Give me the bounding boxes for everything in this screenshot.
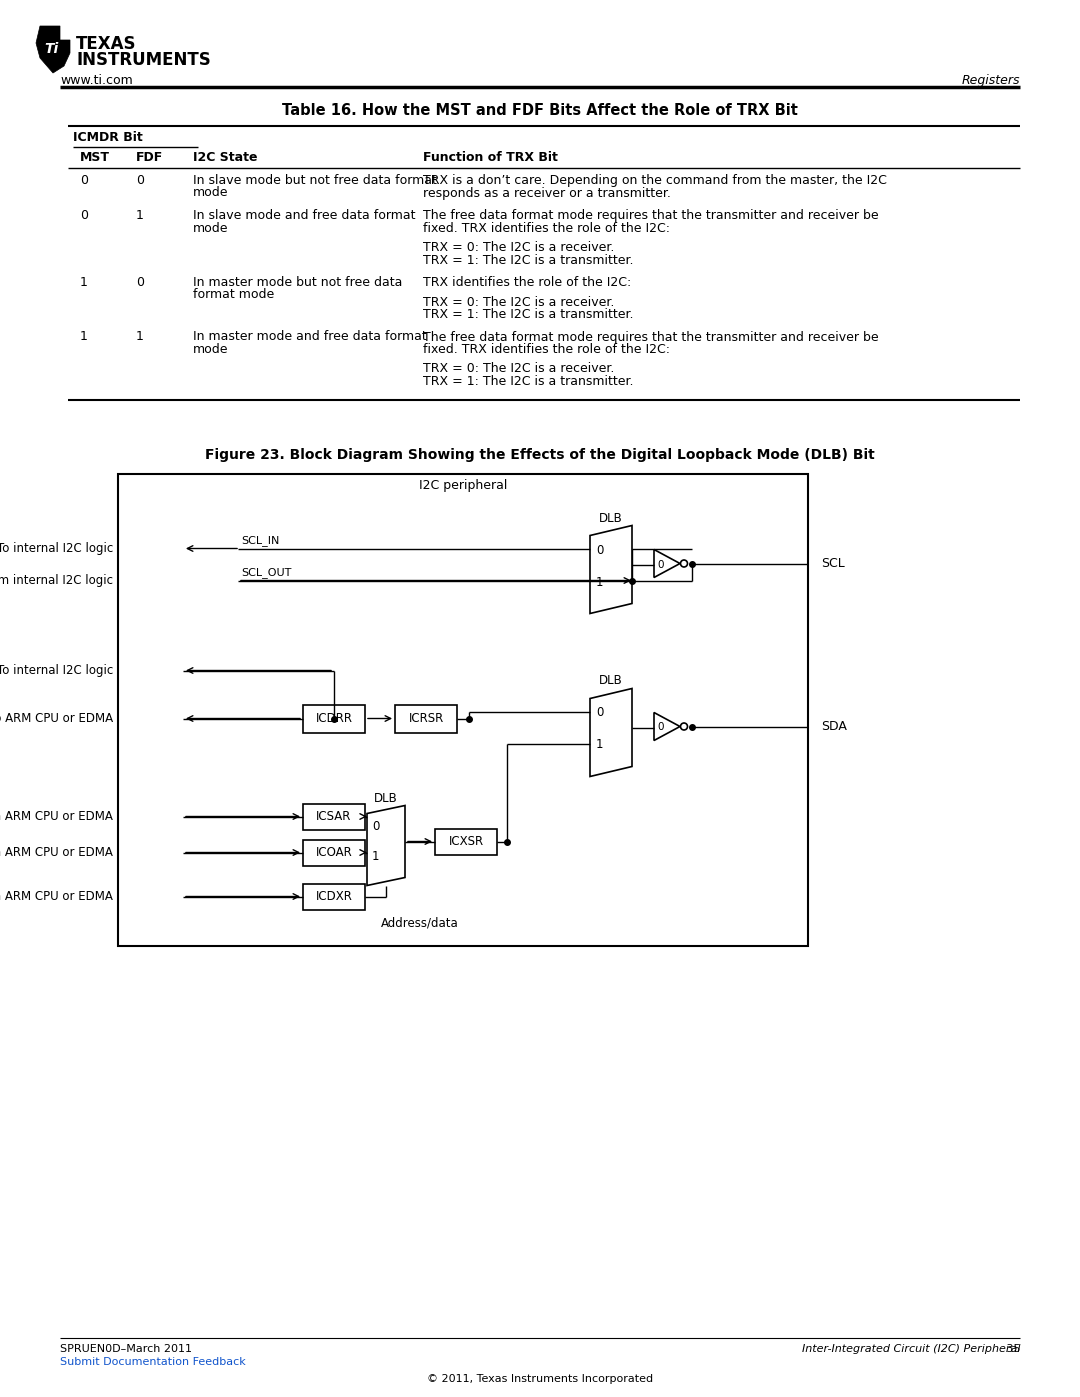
Text: ICSAR: ICSAR [316, 810, 352, 823]
Text: ICMDR Bit: ICMDR Bit [73, 131, 143, 144]
Text: mode: mode [193, 187, 229, 200]
Text: Inter-Integrated Circuit (I2C) Peripheral: Inter-Integrated Circuit (I2C) Periphera… [801, 1344, 1020, 1354]
Text: ICDRR: ICDRR [315, 712, 352, 725]
Text: TRX = 1: The I2C is a transmitter.: TRX = 1: The I2C is a transmitter. [423, 374, 634, 388]
Bar [303, 803, 365, 830]
Text: responds as a receiver or a transmitter.: responds as a receiver or a transmitter. [423, 187, 671, 200]
Text: TRX = 0: The I2C is a receiver.: TRX = 0: The I2C is a receiver. [423, 242, 615, 254]
Text: The free data format mode requires that the transmitter and receiver be: The free data format mode requires that … [423, 331, 879, 344]
Text: Ti: Ti [44, 42, 58, 56]
Text: TRX identifies the role of the I2C:: TRX identifies the role of the I2C: [423, 277, 631, 289]
Text: 0: 0 [136, 175, 144, 187]
Text: From ARM CPU or EDMA: From ARM CPU or EDMA [0, 847, 113, 859]
Text: To internal I2C logic: To internal I2C logic [0, 542, 113, 555]
Bar [118, 474, 808, 946]
Text: In slave mode and free data format: In slave mode and free data format [193, 210, 416, 222]
Text: 1: 1 [80, 331, 87, 344]
Text: TRX is a don’t care. Depending on the command from the master, the I2C: TRX is a don’t care. Depending on the co… [423, 175, 887, 187]
Text: ICXSR: ICXSR [448, 835, 484, 848]
Text: © 2011, Texas Instruments Incorporated: © 2011, Texas Instruments Incorporated [427, 1375, 653, 1384]
Text: 0: 0 [136, 277, 144, 289]
Text: 0: 0 [596, 543, 604, 556]
Text: 0: 0 [657, 560, 663, 570]
Text: SCL: SCL [821, 557, 845, 570]
Text: Submit Documentation Feedback: Submit Documentation Feedback [60, 1356, 246, 1368]
Polygon shape [36, 27, 70, 73]
Text: Registers: Registers [961, 74, 1020, 87]
Text: 35: 35 [996, 1344, 1020, 1354]
Text: From ARM CPU or EDMA: From ARM CPU or EDMA [0, 890, 113, 902]
Polygon shape [590, 689, 632, 777]
Text: In master mode and free data format: In master mode and free data format [193, 331, 427, 344]
Text: To internal I2C logic: To internal I2C logic [0, 664, 113, 678]
Bar [303, 840, 365, 866]
Text: SCL_OUT: SCL_OUT [241, 567, 292, 578]
Text: mode: mode [193, 222, 229, 235]
Text: To ARM CPU or EDMA: To ARM CPU or EDMA [0, 712, 113, 725]
Text: In master mode but not free data: In master mode but not free data [193, 277, 403, 289]
Text: From ARM CPU or EDMA: From ARM CPU or EDMA [0, 810, 113, 823]
Bar [303, 883, 365, 909]
Bar [435, 828, 497, 855]
Text: Figure 23. Block Diagram Showing the Effects of the Digital Loopback Mode (DLB) : Figure 23. Block Diagram Showing the Eff… [205, 447, 875, 461]
Text: 1: 1 [596, 739, 604, 752]
Text: TRX = 0: The I2C is a receiver.: TRX = 0: The I2C is a receiver. [423, 362, 615, 376]
Text: SCL_IN: SCL_IN [241, 535, 280, 546]
Polygon shape [654, 549, 680, 577]
Text: mode: mode [193, 344, 229, 356]
Text: INSTRUMENTS: INSTRUMENTS [76, 52, 211, 68]
Text: ICDXR: ICDXR [315, 890, 352, 902]
Circle shape [680, 560, 688, 567]
Text: MST: MST [80, 151, 110, 163]
Text: Address/data: Address/data [381, 916, 459, 929]
Polygon shape [654, 712, 680, 740]
Text: I2C peripheral: I2C peripheral [419, 479, 508, 492]
Text: SPRUEN0D–March 2011: SPRUEN0D–March 2011 [60, 1344, 192, 1354]
Text: ICRSR: ICRSR [408, 712, 444, 725]
Text: SDA: SDA [821, 719, 847, 733]
Circle shape [680, 724, 688, 731]
Text: DLB: DLB [374, 792, 397, 805]
Text: format mode: format mode [193, 289, 274, 302]
Text: I2C State: I2C State [193, 151, 257, 163]
Text: 1: 1 [80, 277, 87, 289]
Text: TRX = 0: The I2C is a receiver.: TRX = 0: The I2C is a receiver. [423, 296, 615, 309]
Text: DLB: DLB [599, 675, 623, 687]
Text: fixed. TRX identifies the role of the I2C:: fixed. TRX identifies the role of the I2… [423, 222, 670, 235]
Polygon shape [367, 806, 405, 886]
Bar [395, 704, 457, 732]
Bar [303, 704, 365, 732]
Text: fixed. TRX identifies the role of the I2C:: fixed. TRX identifies the role of the I2… [423, 344, 670, 356]
Text: 0: 0 [657, 722, 663, 732]
Text: 1: 1 [136, 331, 144, 344]
Text: DLB: DLB [599, 511, 623, 524]
Text: www.ti.com: www.ti.com [60, 74, 133, 87]
Text: 0: 0 [596, 707, 604, 719]
Text: TRX = 1: The I2C is a transmitter.: TRX = 1: The I2C is a transmitter. [423, 307, 634, 321]
Text: TEXAS: TEXAS [76, 35, 136, 53]
Text: 1: 1 [596, 576, 604, 588]
Text: 1: 1 [136, 210, 144, 222]
Text: 1: 1 [372, 851, 379, 863]
Text: 0: 0 [80, 175, 87, 187]
Text: 0: 0 [372, 820, 379, 834]
Polygon shape [590, 525, 632, 613]
Text: TRX = 1: The I2C is a transmitter.: TRX = 1: The I2C is a transmitter. [423, 253, 634, 267]
Text: 0: 0 [80, 210, 87, 222]
Text: Table 16. How the MST and FDF Bits Affect the Role of TRX Bit: Table 16. How the MST and FDF Bits Affec… [282, 103, 798, 117]
Text: ICOAR: ICOAR [315, 847, 352, 859]
Text: FDF: FDF [136, 151, 163, 163]
Text: Function of TRX Bit: Function of TRX Bit [423, 151, 558, 163]
Text: The free data format mode requires that the transmitter and receiver be: The free data format mode requires that … [423, 210, 879, 222]
Text: In slave mode but not free data format: In slave mode but not free data format [193, 175, 437, 187]
Text: From internal I2C logic: From internal I2C logic [0, 574, 113, 587]
